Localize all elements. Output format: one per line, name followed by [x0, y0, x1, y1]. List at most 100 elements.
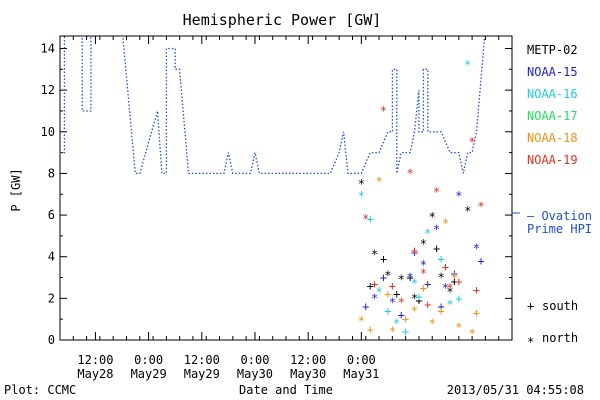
north-marker: * — [406, 270, 413, 284]
north-marker: * — [389, 295, 396, 309]
north-marker: * — [375, 285, 382, 299]
x-tick-label-time: 12:00 — [77, 353, 113, 367]
north-marker: * — [411, 291, 418, 305]
south-marker: + — [424, 298, 431, 312]
x-tick-label-time: 0:00 — [134, 353, 163, 367]
y-tick-label: 0 — [48, 333, 55, 347]
legend-noaa-17: NOAA-17 — [527, 109, 578, 123]
south-marker: + — [437, 300, 444, 314]
plot-area: 0246810121412:00May280:00May2912:00May29… — [41, 35, 520, 381]
south-marker: + — [398, 308, 405, 322]
x-tick-label-time: 0:00 — [241, 353, 270, 367]
footer-plot-credit: Plot: CCMC — [4, 383, 76, 397]
series-noaa-19: *********+ ++++++ — [362, 104, 484, 312]
ovation-label-line1: — Ovation — [527, 209, 592, 223]
south-marker: + — [384, 304, 391, 318]
north-marker: * — [389, 325, 396, 339]
north-marker: * — [446, 298, 453, 312]
north-marker: * — [398, 295, 405, 309]
south-marker: + — [402, 312, 409, 326]
x-tick-label-date: May30 — [237, 367, 273, 381]
x-tick-label-date: May29 — [184, 367, 220, 381]
south-marker: + — [362, 300, 369, 314]
north-marker: * — [464, 58, 471, 72]
south-marker: + — [437, 304, 444, 318]
legend-symbol: * — [527, 335, 534, 349]
north-marker: * — [469, 135, 476, 149]
north-marker: * — [424, 227, 431, 241]
south-marker: + — [455, 291, 462, 305]
south-marker: + — [411, 243, 418, 257]
north-marker: * — [442, 216, 449, 230]
x-tick-label-time: 0:00 — [347, 353, 376, 367]
north-marker: * — [420, 258, 427, 272]
south-marker: + — [442, 260, 449, 274]
legend: METP-02 NOAA-15 NOAA-16 NOAA-17 NOAA-18 NOAA-… — [527, 43, 578, 349]
legend-symbol-label: north — [542, 331, 578, 345]
south-marker: + — [393, 287, 400, 301]
north-marker: * — [358, 189, 365, 203]
legend-noaa-16: NOAA-16 — [527, 87, 578, 101]
north-marker: * — [384, 268, 391, 282]
south-marker: + — [415, 289, 422, 303]
south-marker: + — [371, 277, 378, 291]
south-marker: + — [380, 271, 387, 285]
north-marker: * — [375, 175, 382, 189]
chart-title: Hemispheric Power [GW] — [183, 11, 382, 29]
south-marker: + — [367, 212, 374, 226]
south-marker: + — [384, 287, 391, 301]
legend-symbol: + — [527, 299, 534, 313]
north-marker: * — [446, 281, 453, 295]
series-metp-02: *** *******+++++++ — [358, 177, 472, 308]
north-marker: * — [433, 185, 440, 199]
south-marker: + — [367, 323, 374, 337]
south-marker: + — [424, 277, 431, 291]
north-marker: * — [398, 273, 405, 287]
ovation-label-line2: Prime HPI — [527, 222, 592, 236]
south-marker: + — [451, 268, 458, 282]
south-marker: + — [451, 266, 458, 280]
north-marker: * — [362, 212, 369, 226]
north-marker: * — [446, 285, 453, 299]
north-marker: * — [433, 223, 440, 237]
y-tick-label: 4 — [48, 250, 55, 264]
x-tick-label-time: 12:00 — [184, 353, 220, 367]
x-tick-label-date: May31 — [343, 367, 379, 381]
south-marker: + — [433, 241, 440, 255]
south-marker: + — [477, 254, 484, 268]
south-marker: + — [455, 275, 462, 289]
legend-metp-02: METP-02 — [527, 43, 578, 57]
north-marker: * — [455, 320, 462, 334]
x-axis-label: Date and Time — [239, 383, 333, 397]
north-marker: * — [455, 189, 462, 203]
south-marker: + — [415, 293, 422, 307]
south-marker: + — [420, 281, 427, 295]
x-tick-label-date: May28 — [77, 367, 113, 381]
north-marker: * — [358, 177, 365, 191]
series-noaa-16: *******++++++ — [358, 58, 472, 339]
south-marker: + — [406, 271, 413, 285]
south-marker: + — [402, 325, 409, 339]
north-marker: * — [358, 314, 365, 328]
x-tick-label-date: May29 — [131, 367, 167, 381]
north-marker: * — [380, 104, 387, 118]
legend-noaa-19: NOAA-19 — [527, 153, 578, 167]
y-tick-label: 12 — [41, 83, 55, 97]
y-tick-label: 14 — [41, 41, 55, 55]
north-marker: * — [464, 204, 471, 218]
north-marker: * — [371, 248, 378, 262]
south-marker: + — [380, 252, 387, 266]
legend-noaa-18: NOAA-18 — [527, 131, 578, 145]
legend-noaa-15: NOAA-15 — [527, 65, 578, 79]
north-marker: * — [411, 304, 418, 318]
north-marker: * — [406, 166, 413, 180]
north-marker: * — [411, 277, 418, 291]
y-tick-label: 8 — [48, 166, 55, 180]
south-marker: + — [451, 275, 458, 289]
north-marker: * — [420, 237, 427, 251]
south-marker: + — [473, 283, 480, 297]
north-marker: * — [469, 327, 476, 341]
south-marker: + — [473, 306, 480, 320]
north-marker: * — [473, 241, 480, 255]
north-marker: * — [477, 200, 484, 214]
